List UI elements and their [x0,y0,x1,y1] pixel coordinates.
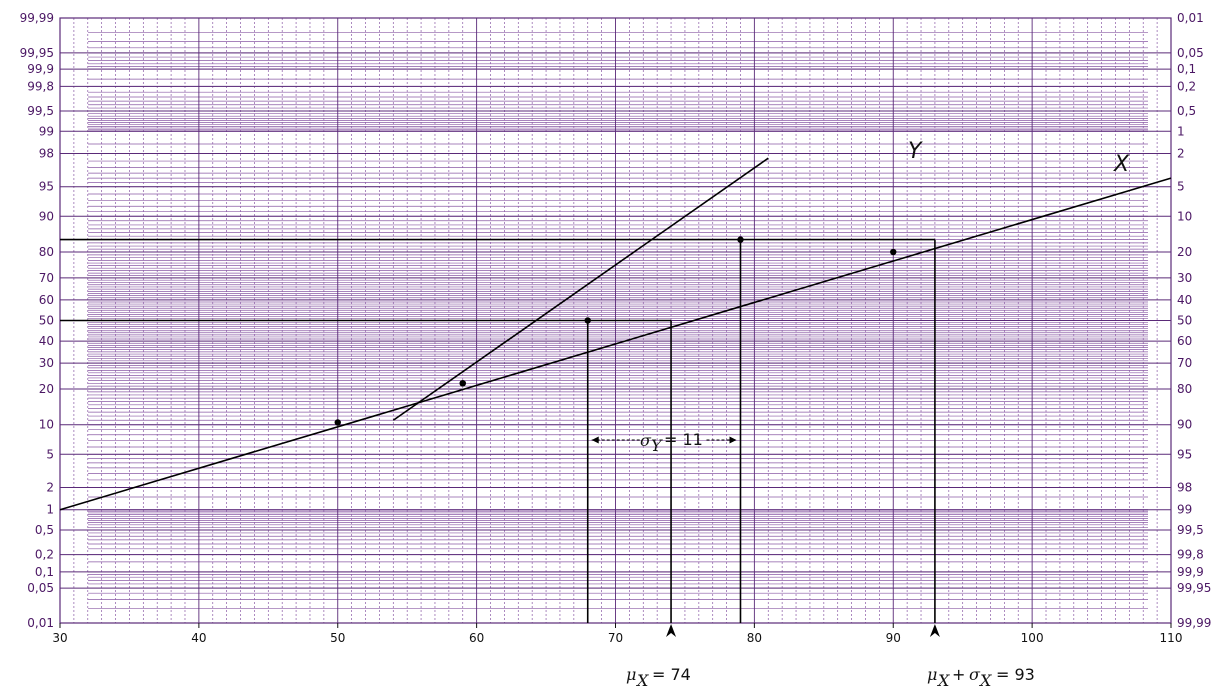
right-tick-label: 0,2 [1177,79,1196,93]
mu-sigma-value: = 93 [996,665,1035,684]
right-tick-label: 0,01 [1177,11,1204,25]
left-tick-label: 20 [39,382,54,396]
right-tick-label: 50 [1177,314,1192,328]
sigma-y-annotation: σ Y = 11 [640,430,703,455]
x-tick-label: 110 [1160,631,1183,645]
data-point-x [890,248,897,256]
mu-x-annotation: μ X = 74 [626,665,691,688]
right-tick-label: 5 [1177,180,1185,194]
left-tick-label: 70 [39,271,54,285]
x-tick-label: 50 [330,631,345,645]
mu-sigma-sigma-subscript: X [978,671,992,688]
axis-marker-arrow [929,624,940,637]
right-tick-label: 0,1 [1177,62,1196,76]
x-tick-label: 70 [608,631,623,645]
left-tick-label: 0,2 [35,548,54,562]
left-tick-label: 95 [39,180,54,194]
grid [59,17,1172,624]
right-tick-label: 60 [1177,334,1192,348]
sigma-y-value: = 11 [664,430,703,449]
left-tick-label: 0,1 [35,565,54,579]
right-tick-label: 20 [1177,245,1192,259]
sigma-arrowhead-left [591,436,599,444]
right-tick-label: 99,95 [1177,581,1211,595]
left-tick-label: 0,05 [27,581,54,595]
left-tick-label: 99,95 [20,46,54,60]
left-tick-label: 1 [46,503,54,517]
left-tick-label: 99 [39,124,54,138]
left-tick-label: 30 [39,356,54,370]
mu-x-value: = 74 [652,665,691,684]
x-tick-label: 100 [1021,631,1044,645]
left-tick-label: 99,5 [27,104,54,118]
left-tick-label: 2 [46,481,54,495]
mu-sigma-sigma-symbol: σ [969,665,981,684]
data-point-y [584,317,591,324]
x-tick-label: 60 [469,631,484,645]
right-tick-label: 0,05 [1177,46,1204,60]
left-probability-axis: 0,01 0,05 0,1 0,2 0,5 1 2 5 10 20 30 40 50 60 70 80 90 95… [20,11,54,630]
left-tick-label: 80 [39,245,54,259]
right-tick-label: 80 [1177,382,1192,396]
sigma-y-subscript: Y [651,436,663,455]
right-tick-label: 10 [1177,209,1192,223]
right-tick-label: 0,5 [1177,104,1196,118]
left-tick-label: 99,9 [27,62,54,76]
right-tick-label: 1 [1177,124,1185,138]
right-tick-label: 30 [1177,271,1192,285]
mu-x-symbol: μ [626,665,636,684]
mu-plus-sigma-annotation: μ X + σ X = 93 [927,665,1035,688]
right-tick-label: 99,8 [1177,548,1204,562]
right-tick-label: 90 [1177,418,1192,432]
mu-sigma-plus: + [952,665,965,684]
left-tick-label: 0,01 [27,616,54,630]
series-line-x [59,177,1172,511]
right-tick-label: 99,99 [1177,616,1211,630]
right-tick-label: 99,5 [1177,523,1204,537]
left-tick-label: 0,5 [35,523,54,537]
left-tick-label: 90 [39,209,54,223]
data-point-y [459,380,466,387]
series-labels: Y X [908,139,1130,177]
right-tick-label: 98 [1177,481,1192,495]
left-tick-label: 98 [39,146,54,160]
series-label-y: Y [908,139,923,164]
series-line-y [392,157,769,421]
data-point-x [334,419,341,426]
mu-sigma-mu-symbol: μ [927,665,937,684]
x-axis: 30 40 50 60 70 80 90 100 110 [52,623,1182,645]
mu-x-subscript: X [635,671,649,688]
reference-lines [60,238,940,637]
sigma-arrowhead-right [729,436,737,444]
right-tick-label: 99,9 [1177,565,1204,579]
left-tick-label: 40 [39,334,54,348]
x-tick-label: 90 [886,631,901,645]
mu-sigma-mu-subscript: X [936,671,950,688]
left-tick-label: 99,8 [27,79,54,93]
right-tick-label: 2 [1177,146,1185,160]
left-tick-label: 10 [39,418,54,432]
sigma-y-symbol: σ [640,431,652,450]
x-tick-label: 80 [747,631,762,645]
left-tick-label: 50 [39,314,54,328]
right-tick-label: 99 [1177,503,1192,517]
data-series [59,157,1172,511]
series-label-x: X [1113,152,1130,177]
left-tick-label: 60 [39,293,54,307]
right-tick-label: 40 [1177,293,1192,307]
left-tick-label: 99,99 [20,11,54,25]
right-tick-label: 70 [1177,356,1192,370]
x-tick-label: 30 [52,631,67,645]
left-tick-label: 5 [46,447,54,461]
axis-marker-arrow [666,624,677,637]
x-tick-label: 40 [191,631,206,645]
right-tick-label: 95 [1177,447,1192,461]
data-point-y [737,236,744,243]
right-probability-axis: 99,99 99,95 99,9 99,8 99,5 99 98 95 90 80 70 60 50 40… [1177,11,1211,630]
